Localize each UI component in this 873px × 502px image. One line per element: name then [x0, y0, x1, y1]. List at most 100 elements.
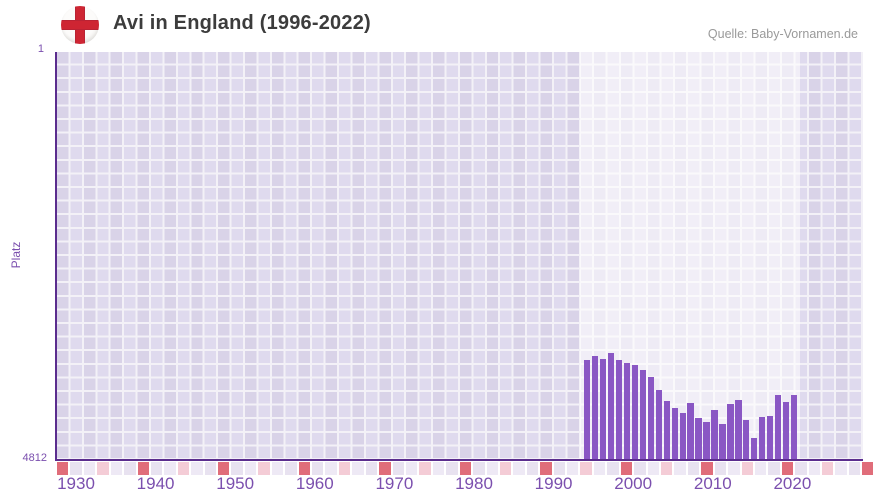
strip-cell: [754, 462, 767, 475]
bar-2010[interactable]: [695, 418, 702, 460]
decade-marker-cell: [620, 462, 633, 475]
bar-2021[interactable]: [783, 401, 790, 460]
bar-2017[interactable]: [751, 438, 758, 460]
strip-cell: [634, 462, 646, 475]
strip-cell: [567, 462, 579, 475]
england-flag-icon: [61, 6, 99, 44]
midpoint-marker-cell: [822, 462, 834, 475]
decade-marker-cell: [459, 462, 472, 475]
strip-cell: [714, 462, 727, 475]
strip-cell: [473, 462, 485, 475]
decade-marker-cell: [218, 462, 230, 475]
strip-cell: [70, 462, 82, 475]
bar-2020[interactable]: [775, 395, 782, 460]
bar-2022[interactable]: [790, 395, 798, 460]
strip-cell: [110, 462, 123, 475]
x-tick-2000: 2000: [614, 474, 653, 493]
midpoint-marker-cell: [580, 462, 592, 475]
midpoint-marker-cell: [177, 462, 190, 475]
y-axis-label: Platz: [9, 241, 23, 269]
x-axis-line: [55, 458, 863, 461]
y-axis-line: [55, 52, 57, 461]
decade-marker-cell: [540, 462, 552, 475]
strip-cell: [728, 462, 740, 475]
bar-2002[interactable]: [631, 364, 639, 460]
x-axis-labels: 1930 1940 1950 1960 1970 1980 1990 2000 2010 2020: [0, 474, 873, 496]
bar-1996[interactable]: [584, 360, 591, 460]
midpoint-marker-cell: [741, 462, 753, 475]
bar-2006[interactable]: [663, 400, 670, 460]
page-title: Avi in England (1996-2022): [113, 12, 371, 34]
strip-cell: [432, 462, 445, 475]
decade-marker-cell: [298, 462, 311, 475]
strip-cell: [231, 462, 243, 475]
strip-cell: [244, 462, 257, 475]
strip-cell: [808, 462, 821, 475]
strip-cell: [687, 462, 700, 475]
midpoint-marker-cell: [258, 462, 270, 475]
strip-cell: [312, 462, 324, 475]
bar-2000[interactable]: [615, 359, 623, 460]
x-tick-2020: 2020: [773, 474, 812, 493]
strip-cell: [325, 462, 337, 475]
bar-2014[interactable]: [727, 404, 734, 460]
strip-cell: [674, 462, 686, 475]
x-axis-strip: [57, 462, 873, 475]
bar-2011[interactable]: [703, 421, 710, 460]
bar-2018[interactable]: [759, 417, 766, 460]
bar-1998[interactable]: [599, 358, 607, 460]
strip-cell: [768, 462, 780, 475]
strip-cell: [191, 462, 203, 475]
strip-cell: [553, 462, 566, 475]
strip-cell: [405, 462, 418, 475]
strip-cell: [352, 462, 364, 475]
strip-cell: [365, 462, 378, 475]
x-tick-1950: 1950: [216, 474, 255, 493]
strip-cell: [392, 462, 404, 475]
bar-2013[interactable]: [719, 424, 726, 460]
strip-cell: [204, 462, 217, 475]
bar-1999[interactable]: [607, 353, 615, 460]
strip-cell: [795, 462, 807, 475]
x-tick-1940: 1940: [136, 474, 175, 493]
x-tick-1960: 1960: [295, 474, 334, 493]
strip-cell: [150, 462, 163, 475]
bar-2003[interactable]: [639, 369, 647, 460]
strip-cell: [526, 462, 539, 475]
bar-2007[interactable]: [671, 408, 678, 460]
strip-cell: [835, 462, 847, 475]
bar-2009[interactable]: [687, 402, 694, 460]
bar-2001[interactable]: [623, 363, 631, 460]
bar-2008[interactable]: [679, 412, 686, 460]
strip-cell: [271, 462, 284, 475]
strip-cell: [607, 462, 619, 475]
decade-marker-cell: [57, 462, 69, 475]
bar-2015[interactable]: [735, 399, 742, 460]
bar-2005[interactable]: [655, 389, 662, 460]
strip-cell: [83, 462, 96, 475]
strip-cell: [164, 462, 176, 475]
bar-2016[interactable]: [743, 420, 750, 460]
strip-cell: [513, 462, 525, 475]
x-tick-1990: 1990: [534, 474, 573, 493]
bar-2012[interactable]: [711, 409, 718, 460]
plot-area: [57, 52, 863, 460]
decade-marker-cell: [379, 462, 391, 475]
strip-cell: [848, 462, 861, 475]
strip-cell: [486, 462, 498, 475]
flag-cross-horizontal: [61, 20, 99, 30]
y-axis-tick-top: 1: [37, 43, 44, 55]
source-credit: Quelle: Baby-Vornamen.de: [707, 27, 858, 41]
x-tick-2010: 2010: [693, 474, 732, 493]
strip-cell: [285, 462, 297, 475]
bar-2004[interactable]: [647, 376, 654, 460]
bar-2019[interactable]: [767, 415, 774, 460]
decade-marker-cell: [862, 462, 873, 475]
bar-1997[interactable]: [591, 355, 599, 460]
strip-cell: [124, 462, 136, 475]
decade-marker-cell: [137, 462, 149, 475]
midpoint-marker-cell: [660, 462, 673, 475]
x-tick-1970: 1970: [375, 474, 414, 493]
x-tick-1930: 1930: [57, 474, 95, 493]
midpoint-marker-cell: [419, 462, 431, 475]
